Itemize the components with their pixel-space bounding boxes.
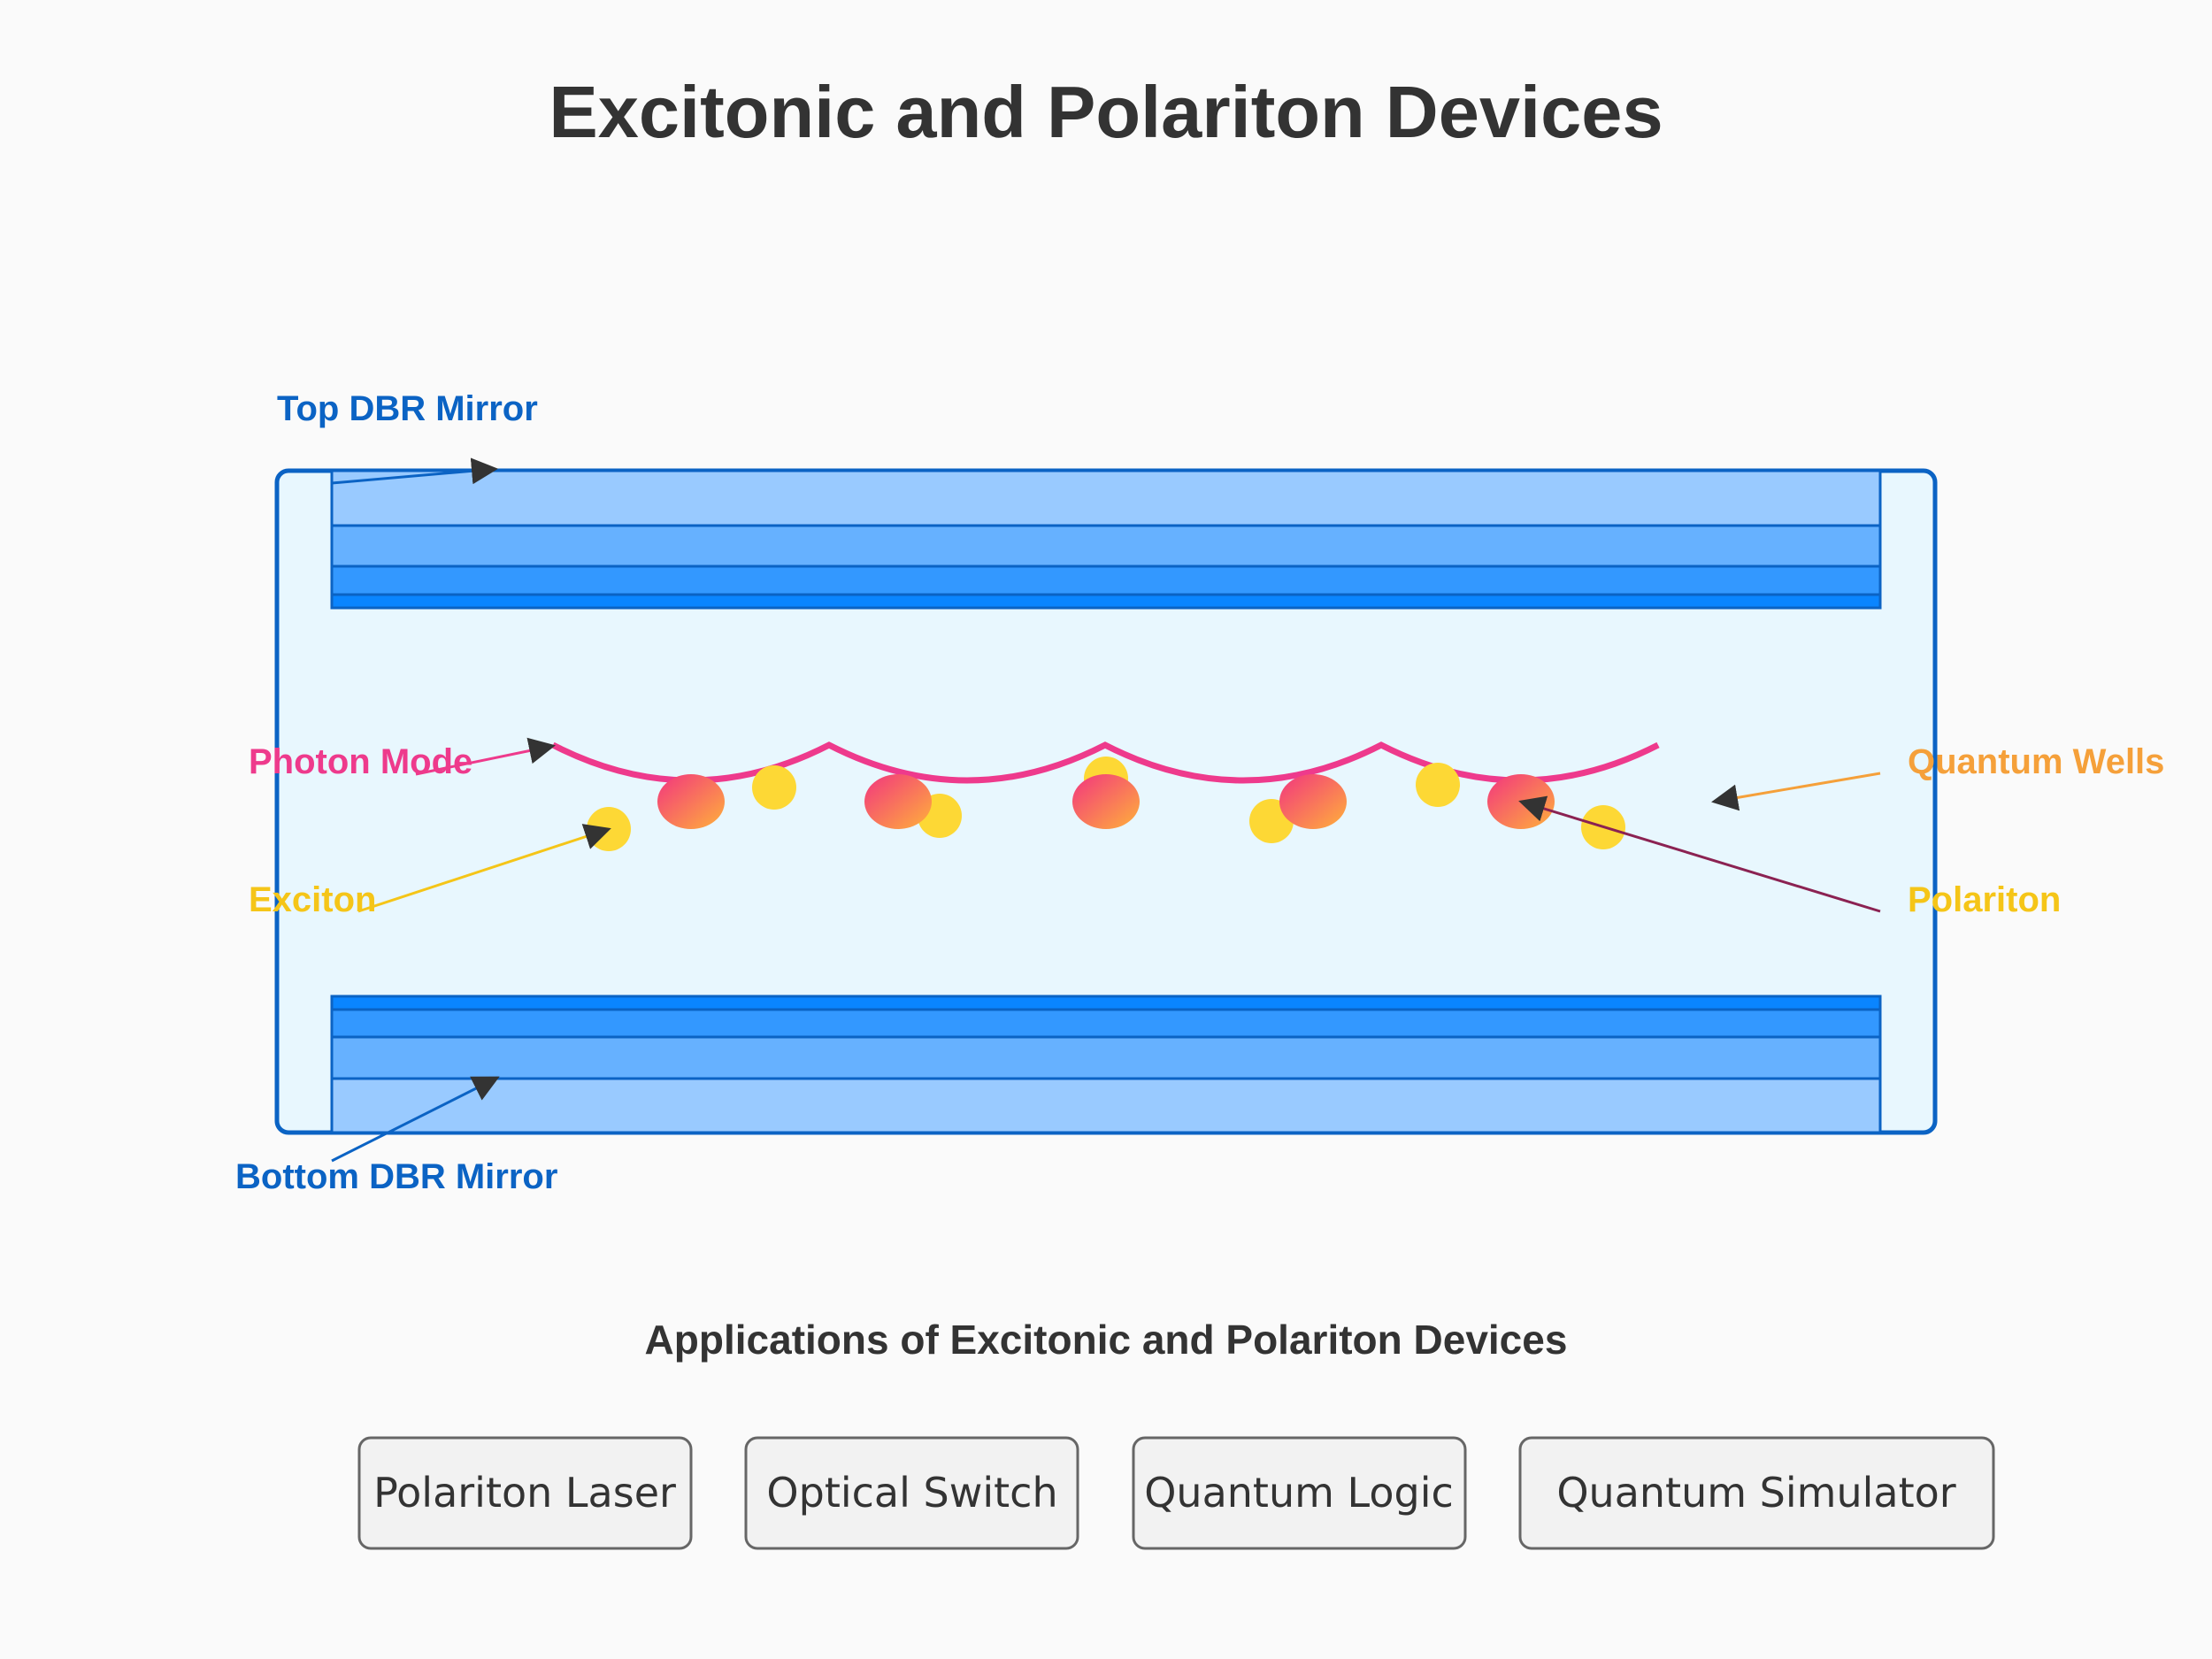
quantum-wells-arrow [1711,772,1881,811]
application-label: Optical Switch [766,1469,1057,1517]
photon-mode-wave [551,741,1660,784]
top-mirror-label: Top DBR Mirror [277,389,538,428]
top-dbr-mirror [330,469,1882,610]
polaritons [657,774,1555,829]
application-label: Quantum Logic [1144,1469,1454,1517]
bottom-dbr-mirror [330,995,1882,1134]
applications-heading: Applications of Excitonic and Polariton … [645,1317,1568,1363]
bottom-mirror-arrow [331,1076,500,1163]
exciton-label: Exciton [249,880,376,919]
top-mirror-arrow [331,457,498,485]
photon-mode-arrow [415,737,556,776]
polariton-label: Polariton [1908,880,2061,919]
exciton-arrow [357,824,611,913]
page-title: Excitonic and Polariton Devices [549,71,1663,153]
bottom-mirror-label: Bottom DBR Mirror [235,1157,557,1196]
photon-mode-label: Photon Mode [249,742,472,781]
application-quantum-simulator[interactable]: Quantum Simulator [1518,1436,1995,1550]
applications-row: Polariton Laser Optical Switch Quantum L… [357,1436,1995,1550]
application-optical-switch[interactable]: Optical Switch [744,1436,1079,1550]
application-polariton-laser[interactable]: Polariton Laser [357,1436,693,1550]
application-label: Quantum Simulator [1556,1469,1955,1517]
polariton-arrow [1518,795,1881,913]
application-quantum-logic[interactable]: Quantum Logic [1132,1436,1467,1550]
quantum-wells-label: Quantum Wells [1908,742,2164,781]
application-label: Polariton Laser [373,1469,676,1517]
